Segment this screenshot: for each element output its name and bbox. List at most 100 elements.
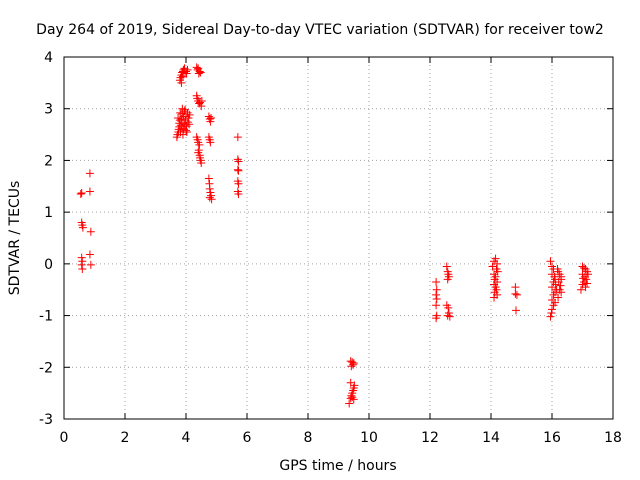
y-axis-label: SDTVAR / TECUs <box>7 181 23 296</box>
data-point-marker <box>177 78 186 87</box>
y-tick-label: -2 <box>39 360 53 376</box>
data-point-marker <box>182 126 190 135</box>
data-point-marker <box>512 306 521 315</box>
data-point-marker <box>206 117 215 126</box>
data-point-marker <box>234 157 243 166</box>
y-tick-label: 3 <box>44 102 53 118</box>
data-point-marker <box>348 393 357 402</box>
data-point-marker <box>76 190 85 199</box>
data-point-marker <box>493 267 502 276</box>
data-point-marker <box>432 314 441 323</box>
data-point-marker <box>349 360 358 369</box>
data-point-marker <box>78 223 87 232</box>
data-point-marker <box>546 312 555 321</box>
data-point-marker <box>491 254 500 263</box>
data-point-marker <box>511 289 520 298</box>
data-point-marker <box>443 275 452 284</box>
data-point-marker <box>349 395 358 404</box>
data-point-marker <box>432 277 441 286</box>
plot-area-frame <box>63 56 614 420</box>
data-point-marker <box>347 362 356 371</box>
data-point-marker <box>442 262 451 271</box>
data-point-marker <box>207 114 216 123</box>
data-point-marker <box>196 98 205 107</box>
data-point-marker <box>493 259 502 268</box>
data-point-marker <box>182 69 191 78</box>
data-point-marker <box>85 187 94 196</box>
data-point-marker <box>176 108 185 117</box>
data-point-marker <box>207 191 216 200</box>
data-point-marker <box>488 262 497 271</box>
y-tick-label: 0 <box>44 257 53 273</box>
data-point-marker <box>557 275 566 284</box>
data-point-marker <box>432 290 441 299</box>
data-point-marker <box>207 195 216 204</box>
y-tick-label: -1 <box>39 309 53 325</box>
data-point-marker <box>77 189 86 198</box>
data-point-marker <box>205 184 214 193</box>
data-point-marker <box>554 293 563 302</box>
data-point-marker <box>548 283 556 292</box>
data-point-marker <box>185 120 194 129</box>
data-point-marker <box>234 166 243 175</box>
data-point-marker <box>583 279 592 288</box>
y-tick-label: 1 <box>44 205 53 221</box>
x-tick-label: 2 <box>121 430 130 446</box>
data-point-marker <box>195 140 204 149</box>
data-point-marker <box>547 308 556 317</box>
data-point-marker <box>233 155 242 164</box>
data-point-marker <box>445 312 454 321</box>
data-point-marker <box>346 378 355 387</box>
x-tick-label: 16 <box>543 430 561 446</box>
data-point-marker <box>549 290 558 299</box>
data-point-marker <box>345 399 354 408</box>
data-point-marker <box>432 295 441 304</box>
data-point-marker <box>511 283 520 292</box>
data-point-marker <box>182 127 191 136</box>
data-point-marker <box>197 102 206 111</box>
data-point-marker <box>78 265 87 274</box>
data-point-marker <box>549 301 558 310</box>
x-tick-label: 6 <box>243 430 252 446</box>
data-point-marker <box>206 138 215 147</box>
data-point-marker <box>78 257 87 266</box>
data-point-marker <box>85 250 94 259</box>
y-tick-label: -3 <box>39 412 53 428</box>
data-point-marker <box>579 274 588 283</box>
data-point-marker <box>583 270 592 279</box>
data-point-marker <box>183 118 192 127</box>
data-point-marker <box>182 67 190 76</box>
x-tick-label: 12 <box>421 430 439 446</box>
data-point-marker <box>546 257 555 266</box>
x-tick-label: 0 <box>60 430 69 446</box>
chart-title: Day 264 of 2019, Sidereal Day-to-day VTE… <box>36 22 604 38</box>
x-tick-label: 4 <box>182 430 191 446</box>
data-point-marker <box>556 281 565 290</box>
x-tick-label: 10 <box>360 430 378 446</box>
y-tick-label: 2 <box>44 153 53 169</box>
data-point-marker <box>432 301 441 310</box>
data-point-marker <box>194 148 203 157</box>
data-point-marker <box>443 311 452 320</box>
data-point-marker <box>197 159 206 168</box>
data-point-marker <box>234 179 243 188</box>
x-tick-label: 8 <box>304 430 313 446</box>
data-point-marker <box>197 96 206 105</box>
data-point-marker <box>196 68 205 77</box>
data-point-marker <box>85 169 94 178</box>
data-point-marker <box>548 305 556 314</box>
data-points <box>76 63 592 408</box>
grid-lines <box>64 57 613 419</box>
data-point-marker <box>77 253 86 262</box>
data-point-marker <box>174 114 183 123</box>
data-point-marker <box>444 303 453 312</box>
data-point-marker <box>177 124 186 133</box>
data-point-marker <box>205 193 214 202</box>
data-point-marker <box>181 105 190 114</box>
data-point-marker <box>185 110 194 119</box>
data-point-marker <box>86 260 95 269</box>
data-point-marker <box>432 285 441 294</box>
data-point-marker <box>553 265 562 274</box>
x-axis-label: GPS time / hours <box>279 458 396 474</box>
